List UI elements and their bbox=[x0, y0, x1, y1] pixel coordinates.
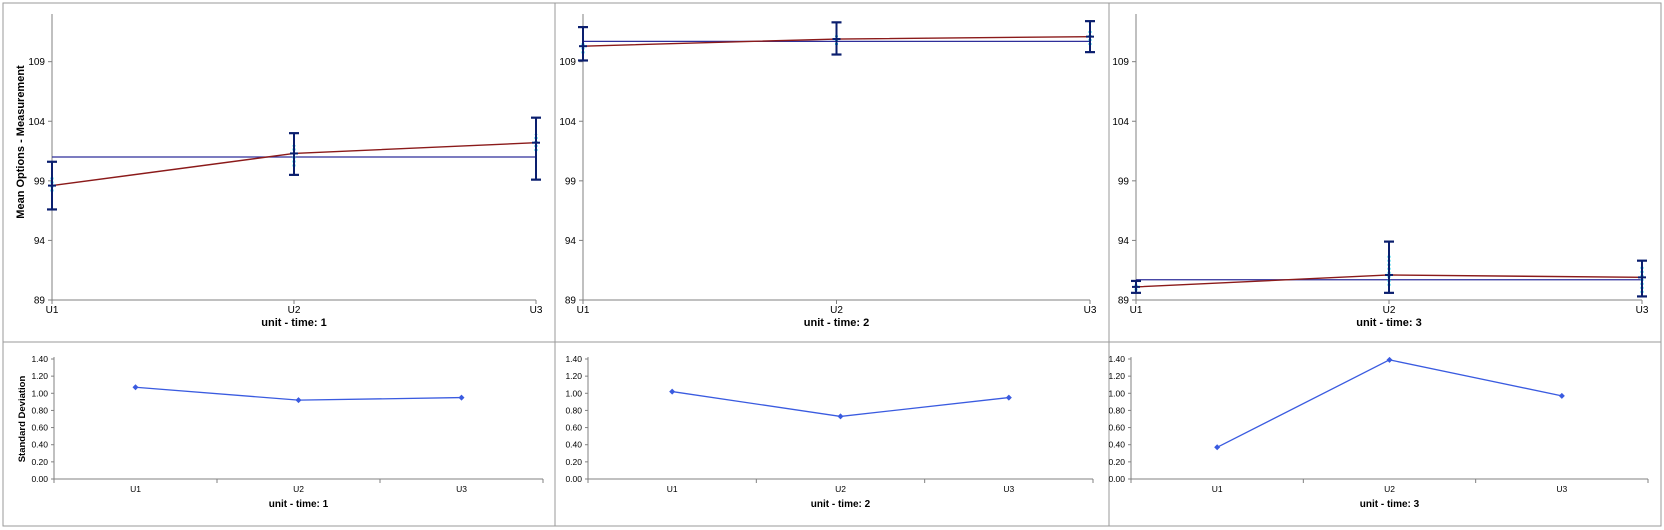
y-tick-label: 1.20 bbox=[1108, 371, 1125, 381]
sd-point bbox=[837, 413, 844, 420]
x-tick-label: U3 bbox=[456, 484, 467, 494]
x-tick-label: U3 bbox=[1084, 305, 1097, 316]
y-tick-label: 99 bbox=[1118, 176, 1130, 187]
sd-chart-2: 0.00 0.20 0.40 0.60 0.80 1.00 1.20 1.40 U1 U2 U3 un… bbox=[565, 354, 1094, 510]
x-tick-label: U3 bbox=[530, 305, 543, 316]
y-tick-label: 89 bbox=[34, 296, 46, 307]
x-axis-title: unit - time: 1 bbox=[261, 317, 326, 329]
x-tick-label: U3 bbox=[1556, 484, 1567, 494]
y-tick-label: 0.00 bbox=[1108, 474, 1125, 484]
sd-point bbox=[1005, 394, 1012, 401]
y-tick-label: 94 bbox=[565, 236, 577, 247]
sd-line bbox=[672, 390, 1009, 418]
sd-point bbox=[669, 388, 676, 395]
y-tick-label: 0.40 bbox=[1108, 440, 1125, 450]
y-tick-label: 89 bbox=[1118, 296, 1130, 307]
y-tick-label: 0.80 bbox=[1108, 405, 1125, 415]
x-axis-title: unit - time: 2 bbox=[811, 499, 871, 510]
y-tick-label: 1.40 bbox=[565, 354, 582, 364]
y-tick-label: 0.40 bbox=[565, 440, 582, 450]
x-tick-label: U2 bbox=[1384, 484, 1395, 494]
y-axis-title: Standard Deviation bbox=[17, 376, 28, 463]
x-axis-title: unit - time: 2 bbox=[804, 317, 869, 329]
y-tick-label: 0.20 bbox=[565, 457, 582, 467]
y-tick-label: 1.20 bbox=[565, 371, 582, 381]
y-tick-label: 1.20 bbox=[31, 371, 48, 381]
y-tick-label: 0.00 bbox=[31, 474, 48, 484]
sd-line bbox=[1216, 359, 1562, 448]
x-tick-label: U1 bbox=[1130, 305, 1143, 316]
y-tick-label: 1.40 bbox=[31, 354, 48, 364]
x-tick-label: U1 bbox=[130, 484, 141, 494]
sd-point bbox=[295, 397, 302, 404]
mean-panel-frame bbox=[1108, 2, 1662, 343]
x-tick-label: U1 bbox=[1212, 484, 1223, 494]
mean-chart-2: 89 94 99 104 109 U1 U2 U3 unit - time: 2 bbox=[559, 14, 1097, 329]
y-tick-label: 109 bbox=[28, 57, 45, 68]
sd-point bbox=[1214, 444, 1221, 451]
y-tick-label: 1.40 bbox=[1108, 354, 1125, 364]
y-tick-label: 0.60 bbox=[31, 423, 48, 433]
y-tick-label: 0.20 bbox=[1108, 457, 1125, 467]
y-tick-label: 109 bbox=[1112, 57, 1129, 68]
x-axis-title: unit - time: 3 bbox=[1356, 317, 1421, 329]
sd-panel-frame bbox=[1108, 341, 1662, 527]
y-axis-title: Mean Options - Measurement bbox=[15, 65, 27, 219]
sd-point bbox=[458, 394, 465, 401]
sd-chart-3: 0.00 0.20 0.40 0.60 0.80 1.00 1.20 1.40 U1 U2 U3 un… bbox=[1108, 354, 1649, 510]
y-tick-label: 89 bbox=[565, 296, 577, 307]
y-tick-label: 94 bbox=[34, 236, 46, 247]
sd-chart-1: 0.00 0.20 0.40 0.60 0.80 1.00 1.20 1.40 U1 U2 U3 un… bbox=[17, 354, 544, 510]
x-tick-label: U1 bbox=[577, 305, 590, 316]
y-tick-label: 99 bbox=[565, 176, 577, 187]
mean-panel-frame bbox=[2, 2, 556, 343]
x-tick-label: U2 bbox=[830, 305, 843, 316]
x-tick-label: U2 bbox=[1383, 305, 1396, 316]
x-tick-label: U2 bbox=[288, 305, 301, 316]
y-tick-label: 104 bbox=[1112, 117, 1129, 128]
y-tick-label: 94 bbox=[1118, 236, 1130, 247]
y-tick-label: 0.60 bbox=[1108, 423, 1125, 433]
mean-chart-3: 89 94 99 104 109 U1 U2 U3 unit - time: 3 bbox=[1112, 14, 1649, 329]
y-tick-label: 0.80 bbox=[565, 405, 582, 415]
x-tick-label: U2 bbox=[293, 484, 304, 494]
y-tick-label: 0.80 bbox=[31, 405, 48, 415]
y-tick-label: 1.00 bbox=[31, 388, 48, 398]
sd-point bbox=[1386, 356, 1393, 363]
y-tick-label: 1.00 bbox=[1108, 388, 1125, 398]
x-tick-label: U1 bbox=[46, 305, 59, 316]
x-tick-label: U3 bbox=[1003, 484, 1014, 494]
x-axis-title: unit - time: 3 bbox=[1360, 499, 1420, 510]
y-tick-label: 0.40 bbox=[31, 440, 48, 450]
mean-chart-1: 89 94 99 104 109 U1 U2 U3 unit - time: 1 Mean Opt… bbox=[15, 14, 543, 329]
x-tick-label: U2 bbox=[835, 484, 846, 494]
y-tick-label: 0.00 bbox=[565, 474, 582, 484]
y-tick-label: 0.60 bbox=[565, 423, 582, 433]
y-tick-label: 1.00 bbox=[565, 388, 582, 398]
y-tick-label: 104 bbox=[559, 117, 576, 128]
x-tick-label: U3 bbox=[1636, 305, 1649, 316]
x-axis-title: unit - time: 1 bbox=[269, 499, 329, 510]
y-tick-label: 0.20 bbox=[31, 457, 48, 467]
sd-point bbox=[1558, 392, 1565, 399]
sd-point bbox=[132, 384, 139, 391]
x-tick-label: U1 bbox=[667, 484, 678, 494]
y-tick-label: 99 bbox=[34, 176, 46, 187]
y-tick-label: 109 bbox=[559, 57, 576, 68]
y-tick-label: 104 bbox=[28, 117, 45, 128]
